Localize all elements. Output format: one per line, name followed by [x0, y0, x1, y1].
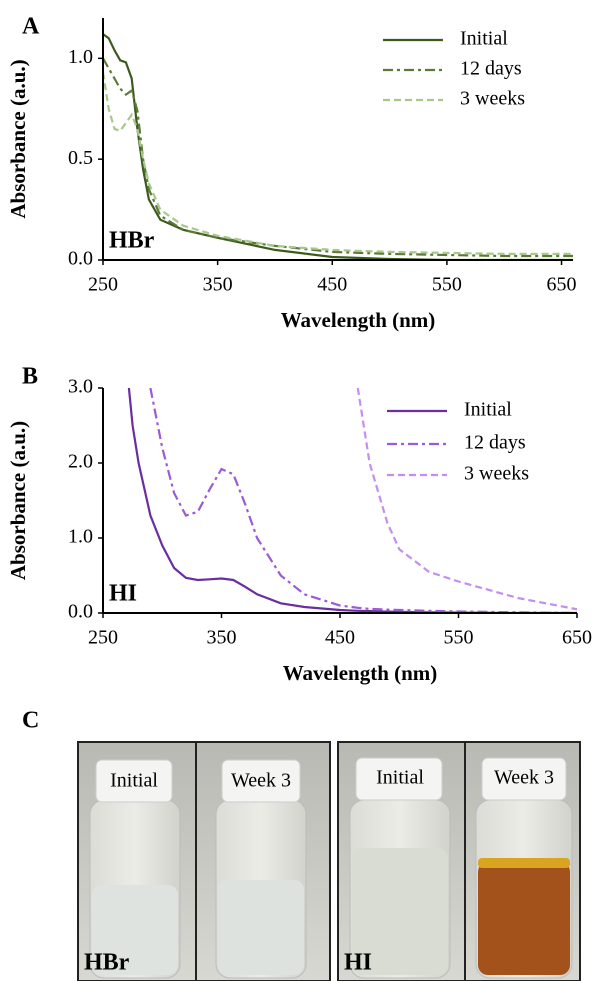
y-tick-label: 0.0 [68, 601, 93, 623]
y-tick-label: 1.0 [68, 46, 93, 68]
annotation: HI [109, 581, 137, 607]
y-tick-label: 2.0 [68, 451, 93, 473]
x-tick-label: 250 [88, 627, 118, 649]
panel-label: A [22, 14, 40, 40]
x-tick-label: 650 [562, 627, 592, 649]
legend-label: Initial [460, 28, 508, 50]
y-tick-label: 1.0 [68, 526, 93, 548]
y-axis-title: Absorbance (a.u.) [6, 59, 30, 218]
vial [89, 759, 181, 979]
panel-label: C [22, 708, 39, 734]
data-line [149, 388, 577, 613]
data-line [103, 72, 573, 255]
group-label: HBr [84, 950, 130, 976]
x-tick-label: 250 [88, 274, 118, 296]
y-axis-title: Absorbance (a.u.) [6, 421, 30, 580]
chart: B Initial 12 days 3 weeks 0.0 1.0 2.0 3.0 250 350… [6, 364, 592, 685]
x-tick-label: 550 [444, 627, 474, 649]
chart: A Initial 12 days 3 weeks 0.0 0.5 1.0 250 350 450… [6, 14, 577, 332]
x-tick-label: 450 [325, 627, 355, 649]
legend-label: 12 days [464, 432, 526, 454]
x-tick-label: 350 [203, 274, 233, 296]
x-axis-title: Wavelength (nm) [283, 661, 438, 685]
x-tick-label: 350 [207, 627, 237, 649]
vial-label: Initial [376, 767, 424, 789]
data-line [103, 57, 573, 258]
x-axis-title: Wavelength (nm) [281, 308, 436, 332]
vial-label: Initial [110, 770, 158, 792]
legend-label: Initial [464, 399, 512, 421]
x-tick-label: 550 [432, 274, 462, 296]
x-tick-label: 650 [547, 274, 577, 296]
annotation: HBr [109, 228, 155, 254]
data-line [127, 388, 577, 613]
data-line [356, 388, 577, 611]
legend-label: 3 weeks [460, 88, 525, 110]
y-tick-label: 0.5 [68, 147, 93, 169]
y-tick-label: 3.0 [68, 376, 93, 398]
panel-label: B [22, 364, 38, 390]
legend-label: 12 days [460, 58, 522, 80]
group-label: HI [344, 950, 372, 976]
vial [215, 759, 307, 979]
vial [475, 757, 573, 979]
x-tick-label: 450 [317, 274, 347, 296]
legend-label: 3 weeks [464, 463, 529, 485]
vial [349, 757, 451, 979]
vial-label: Week 3 [231, 770, 291, 792]
photo-panel: C Initial Week 3 Initial Wee [22, 708, 581, 981]
vial-label: Week 3 [494, 767, 554, 789]
y-tick-label: 0.0 [68, 248, 93, 270]
